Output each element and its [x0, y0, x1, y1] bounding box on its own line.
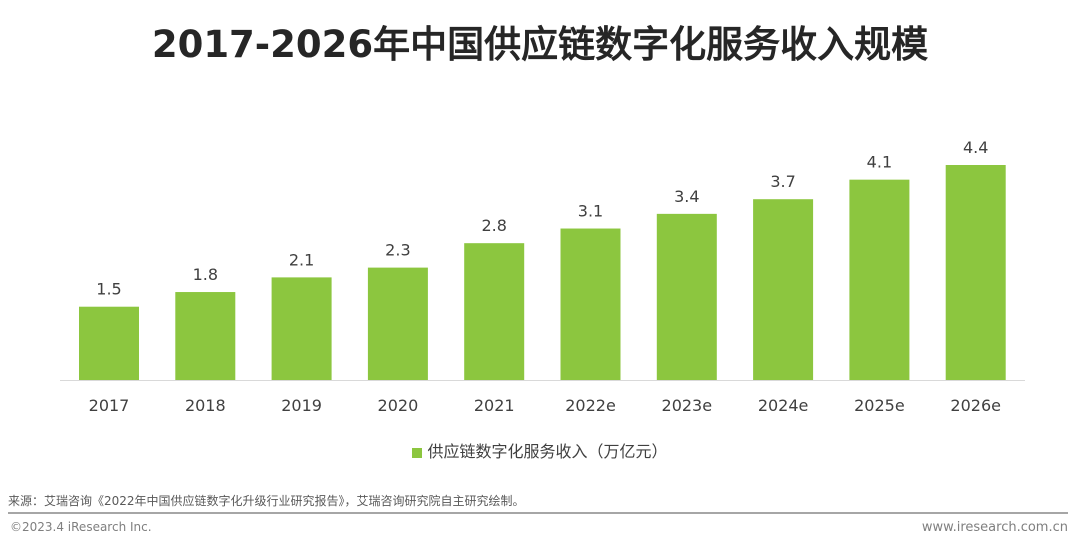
copyright: ©2023.4 iResearch Inc.: [10, 520, 152, 534]
bar-chart: 1.5 2017 1.8 2018 2.1 2019 2.3 2020 2.8 2021 3.1 20…: [60, 138, 1025, 415]
data-label: 2.8: [481, 216, 506, 235]
bar: [464, 243, 525, 380]
x-tick-label: 2022e: [565, 396, 616, 415]
x-tick-label: 2025e: [854, 396, 905, 415]
bar: [753, 199, 814, 380]
data-label: 4.1: [867, 153, 892, 172]
legend-swatch: [412, 447, 423, 458]
data-label: 2.3: [385, 241, 410, 260]
bar: [271, 277, 332, 380]
x-tick-label: 2021: [474, 396, 515, 415]
bar: [560, 228, 621, 380]
legend: 供应链数字化服务收入（万亿元）: [0, 438, 1080, 462]
bar: [945, 165, 1006, 380]
data-label: 3.4: [674, 187, 699, 206]
x-tick-label: 2026e: [950, 396, 1001, 415]
x-tick-label: 2017: [89, 396, 130, 415]
source-note: 来源：艾瑞咨询《2022年中国供应链数字化升级行业研究报告》，艾瑞咨询研究院自主…: [8, 494, 525, 508]
bar: [367, 267, 428, 380]
chart-title: 2017-2026年中国供应链数字化服务收入规模: [151, 23, 929, 66]
x-tick-label: 2024e: [758, 396, 809, 415]
x-tick-label: 2019: [281, 396, 322, 415]
bar: [79, 306, 139, 380]
x-tick-label: 2020: [378, 396, 419, 415]
data-label: 1.5: [96, 280, 121, 299]
data-label: 1.8: [193, 265, 218, 284]
website-url: www.iresearch.com.cn: [921, 520, 1068, 535]
data-label: 3.7: [770, 172, 795, 191]
bar: [656, 213, 717, 380]
footer-divider: [8, 512, 1068, 514]
data-label: 4.4: [963, 138, 988, 157]
x-tick-label: 2018: [185, 396, 226, 415]
x-tick-label: 2023e: [662, 396, 713, 415]
bar: [175, 292, 236, 380]
bar: [849, 179, 910, 380]
legend-label: 供应链数字化服务收入（万亿元）: [427, 442, 668, 461]
data-label: 3.1: [578, 202, 603, 221]
data-label: 2.1: [289, 250, 314, 269]
